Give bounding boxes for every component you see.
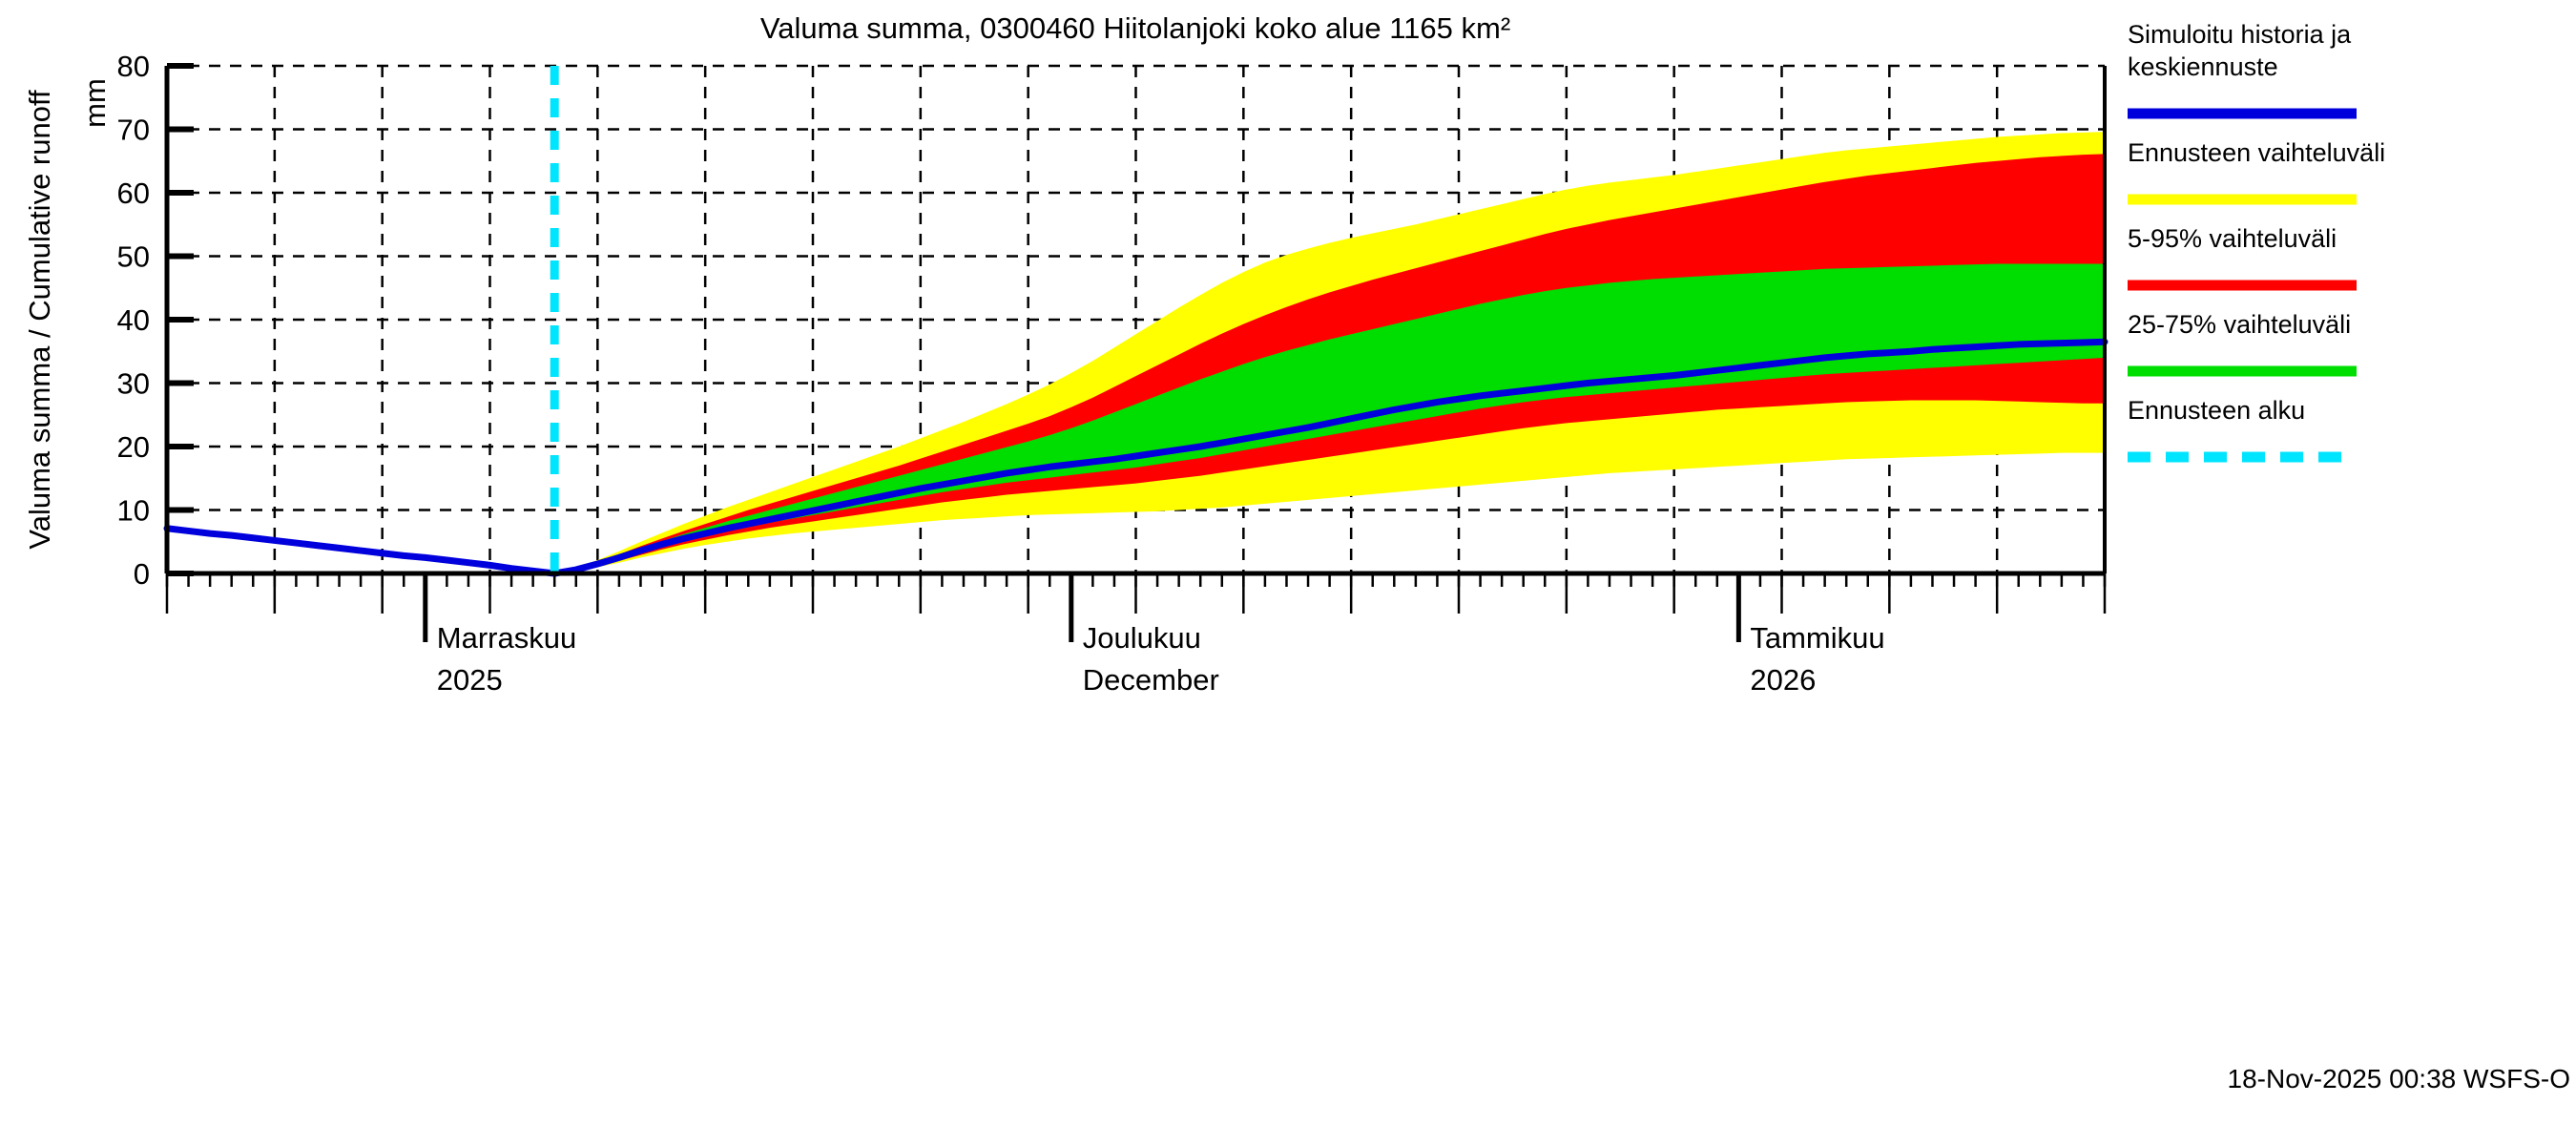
x-month-sublabel: December — [1083, 663, 1219, 697]
y-tick-label: 0 — [134, 557, 150, 591]
mean-forecast-line — [163, 338, 2109, 577]
band-25-75 — [554, 263, 2106, 573]
legend-label: keskiennuste — [2128, 52, 2278, 81]
x-month-sublabel: 2026 — [1750, 663, 1816, 697]
legend-label: 25-75% vaihteluväli — [2128, 310, 2351, 339]
y-tick-label: 20 — [117, 430, 150, 464]
y-tick-label: 10 — [117, 494, 150, 528]
legend-label: Simuloitu historia ja — [2128, 20, 2352, 49]
timestamp-label: 18-Nov-2025 00:38 WSFS-O — [2228, 1064, 2571, 1093]
y-tick-label: 50 — [117, 240, 150, 274]
legend-label: 5-95% vaihteluväli — [2128, 224, 2337, 253]
y-tick-label: 40 — [117, 303, 150, 337]
y-axis-unit: mm — [78, 78, 112, 128]
x-month-label: Marraskuu — [437, 621, 576, 655]
y-axis-label: Valuma summa / Cumulative runoff — [23, 90, 56, 550]
x-month-sublabel: 2025 — [437, 663, 503, 697]
x-axis-month-labels: Marraskuu 2025 Joulukuu December Tammikuu 202… — [423, 573, 1885, 697]
x-month-label: Joulukuu — [1083, 621, 1201, 655]
legend-label: Ennusteen vaihteluväli — [2128, 138, 2385, 167]
y-tick-label: 70 — [117, 114, 150, 147]
page-title: Valuma summa, 0300460 Hiitolanjoki koko … — [760, 11, 1510, 45]
y-tick-label: 30 — [117, 367, 150, 401]
x-month-label: Tammikuu — [1750, 621, 1884, 655]
y-tick-label: 80 — [117, 50, 150, 83]
forecast-bands — [554, 132, 2106, 573]
y-axis-ticks: 0 10 20 30 40 50 60 70 80 — [117, 50, 194, 591]
legend: Simuloitu historia ja keskiennuste Ennuste… — [2128, 20, 2385, 463]
legend-label: Ennusteen alku — [2128, 396, 2305, 425]
y-tick-label: 60 — [117, 177, 150, 210]
